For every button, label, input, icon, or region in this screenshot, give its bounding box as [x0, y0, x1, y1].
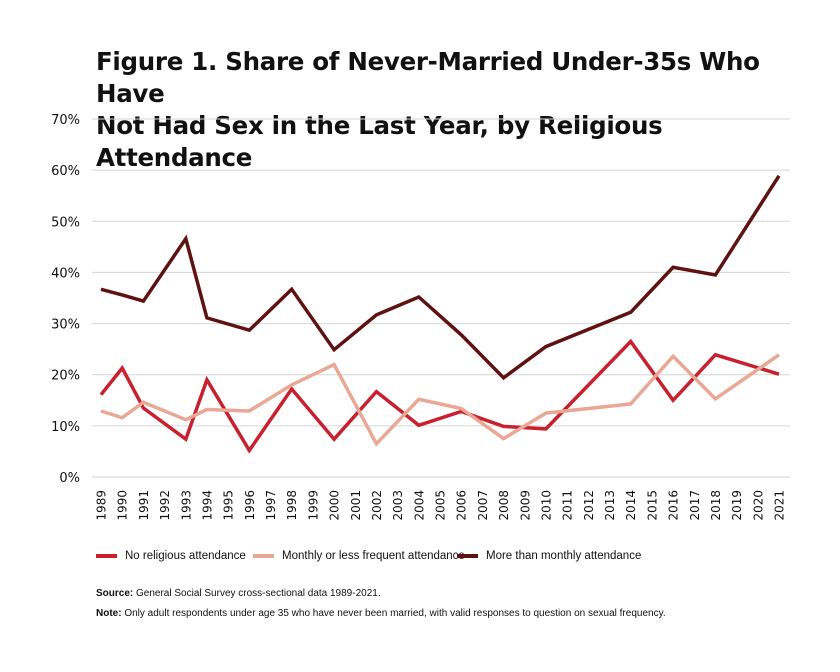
- legend-label-no-religious: No religious attendance: [125, 550, 246, 562]
- chart-title: Figure 1. Share of Never-Married Under-3…: [96, 46, 796, 174]
- x-tick-label: 2000: [328, 490, 342, 521]
- y-axis-tick-labels: 0% 10% 20% 30% 40% 50% 60% 70%: [51, 113, 80, 486]
- x-tick-label: 1999: [306, 490, 320, 521]
- gridlines: [92, 118, 790, 478]
- x-axis-tick-labels: 1989 1990 1991 1992 1993 1994 1995 1996 1997 1998…: [95, 490, 787, 521]
- x-tick-label: 2004: [412, 490, 426, 521]
- series-lines: [99, 174, 781, 454]
- x-tick-label: 1996: [243, 490, 257, 521]
- x-tick-label: 2016: [667, 490, 681, 521]
- x-tick-label: 2015: [645, 490, 659, 521]
- y-tick-label: 30%: [51, 318, 80, 333]
- x-tick-label: 2021: [773, 490, 787, 521]
- y-tick-label: 0%: [59, 471, 80, 486]
- x-tick-label: 2006: [455, 490, 469, 521]
- x-tick-label: 1992: [158, 490, 172, 521]
- x-tick-label: 2001: [349, 490, 363, 521]
- x-tick-label: 2008: [497, 490, 511, 521]
- series-line-more-than-monthly-attendance: [100, 174, 781, 381]
- x-tick-label: 1994: [200, 490, 214, 521]
- source-text: General Social Survey cross-sectional da…: [133, 588, 381, 599]
- legend: No religious attendance Monthly or less …: [0, 550, 840, 568]
- x-tick-label: 2019: [730, 490, 744, 521]
- x-tick-label: 1989: [95, 490, 109, 521]
- x-tick-label: 2003: [391, 490, 405, 521]
- x-tick-label: 1998: [285, 490, 299, 521]
- source-note: Source: General Social Survey cross-sect…: [96, 587, 816, 601]
- legend-label-more-than-monthly: More than monthly attendance: [486, 550, 642, 562]
- x-tick-label: 1991: [137, 490, 151, 521]
- note: Note: Only adult respondents under age 3…: [96, 607, 816, 621]
- legend-item-no-religious: No religious attendance: [96, 550, 246, 562]
- x-tick-label: 2012: [582, 490, 596, 521]
- legend-swatch-no-religious: [96, 554, 117, 558]
- x-tick-label: 2020: [751, 490, 765, 521]
- x-tick-label: 1990: [116, 490, 130, 521]
- legend-label-monthly-or-less: Monthly or less frequent attendance: [282, 550, 465, 562]
- chart-title-line-1: Figure 1. Share of Never-Married Under-3…: [96, 47, 760, 108]
- y-tick-label: 10%: [51, 420, 80, 435]
- x-tick-label: 2017: [688, 490, 702, 521]
- x-tick-label: 1997: [264, 490, 278, 521]
- y-tick-label: 60%: [51, 164, 80, 179]
- legend-swatch-more-than-monthly: [457, 554, 478, 558]
- series-line-monthly-or-less-frequent-attendance: [100, 353, 780, 447]
- x-tick-label: 2014: [624, 490, 638, 521]
- y-tick-label: 50%: [51, 215, 80, 230]
- y-tick-label: 40%: [51, 266, 80, 281]
- x-tick-label: 1995: [222, 490, 236, 521]
- x-tick-label: 2002: [370, 490, 384, 521]
- line-chart: 0% 10% 20% 30% 40% 50% 60% 70% 1989 1990 1991 1992…: [51, 113, 790, 521]
- y-tick-label: 70%: [51, 113, 80, 128]
- x-tick-label: 2007: [476, 490, 490, 521]
- x-tick-label: 2009: [518, 490, 532, 521]
- x-tick-label: 2005: [434, 490, 448, 521]
- legend-item-monthly-or-less: Monthly or less frequent attendance: [253, 550, 465, 562]
- legend-item-more-than-monthly: More than monthly attendance: [457, 550, 641, 562]
- source-label: Source:: [96, 588, 134, 599]
- y-tick-label: 20%: [51, 369, 80, 384]
- x-tick-label: 2013: [603, 490, 617, 521]
- x-tick-label: 2010: [539, 490, 553, 521]
- x-tick-label: 1993: [179, 490, 193, 521]
- x-tick-label: 2018: [709, 490, 723, 521]
- series-line-no-religious-attendance: [99, 338, 780, 454]
- legend-swatch-monthly-or-less: [253, 554, 274, 558]
- x-tick-label: 2011: [561, 490, 575, 521]
- chart-title-line-2: Not Had Sex in the Last Year, by Religio…: [96, 111, 663, 172]
- note-text: Only adult respondents under age 35 who …: [121, 608, 666, 619]
- chart-footer: Source: General Social Survey cross-sect…: [96, 587, 816, 627]
- note-label: Note:: [96, 608, 122, 619]
